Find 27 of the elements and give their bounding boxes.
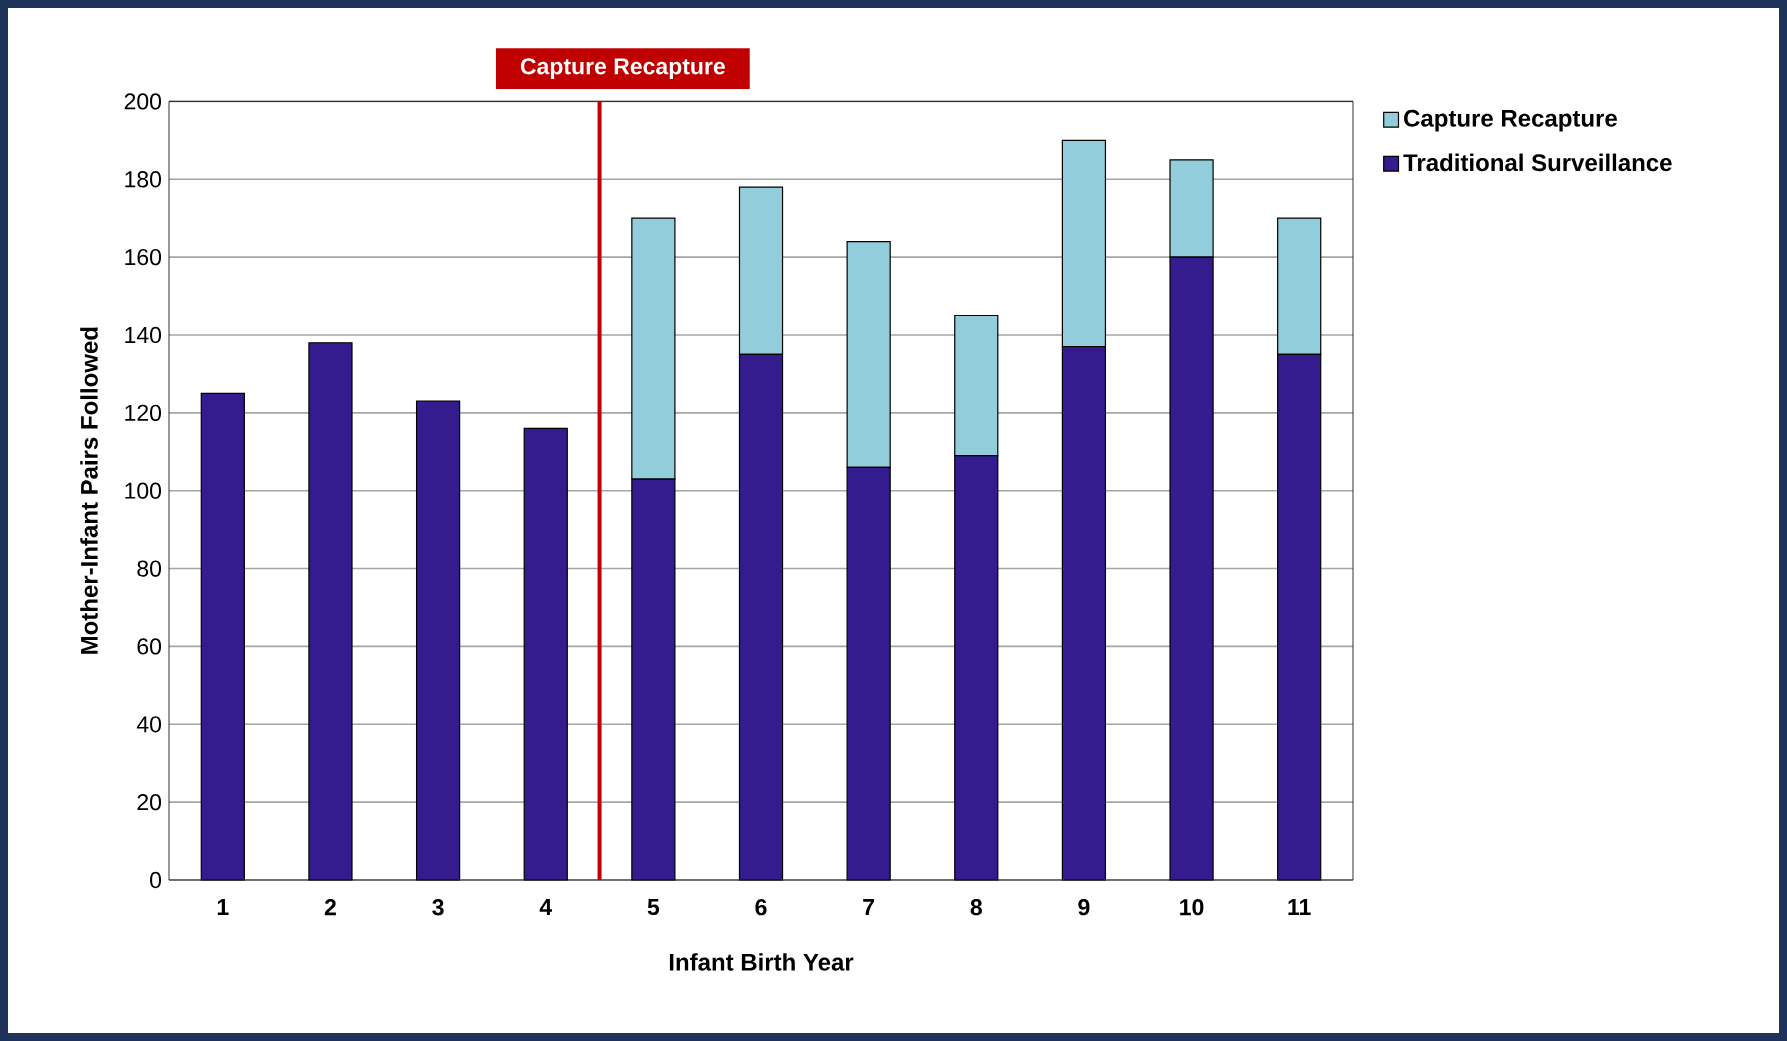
x-tick-label: 2: [324, 899, 336, 916]
y-tick-label: 140: [125, 326, 162, 344]
x-tick-label: 1: [217, 899, 229, 915]
ref-line-label: Capture Recapture: [520, 58, 725, 79]
y-axis-title: Mother-Infant Pairs Followed: [80, 327, 98, 654]
y-tick-label: 20: [137, 794, 162, 811]
x-tick-label: 10: [1180, 899, 1204, 916]
y-tick-label: 40: [136, 716, 162, 733]
y-tick-label: 60: [137, 638, 162, 655]
y-tick-label: 160: [125, 248, 162, 266]
x-tick-label: 8: [970, 899, 982, 916]
x-tick-label: 6: [755, 899, 767, 916]
x-tick-label: 3: [432, 899, 444, 916]
x-tick-label: 7: [863, 899, 875, 915]
y-tick-label: 0: [150, 871, 162, 889]
y-tick-label: 80: [137, 560, 162, 577]
x-axis-title: Infant Birth Year: [669, 953, 854, 971]
legend-label: Traditional Surveillance: [1403, 153, 1672, 172]
x-tick-label: 5: [647, 899, 660, 916]
y-tick-label: 120: [125, 404, 162, 421]
y-tick-label: 200: [124, 93, 162, 110]
x-tick-label: 4: [539, 899, 553, 915]
y-tick-label: 100: [125, 482, 162, 499]
x-tick-label: 9: [1078, 899, 1090, 916]
y-tick-label: 180: [125, 171, 162, 188]
x-tick-label: 11: [1288, 899, 1311, 915]
legend-label: Capture Recapture: [1404, 109, 1617, 132]
